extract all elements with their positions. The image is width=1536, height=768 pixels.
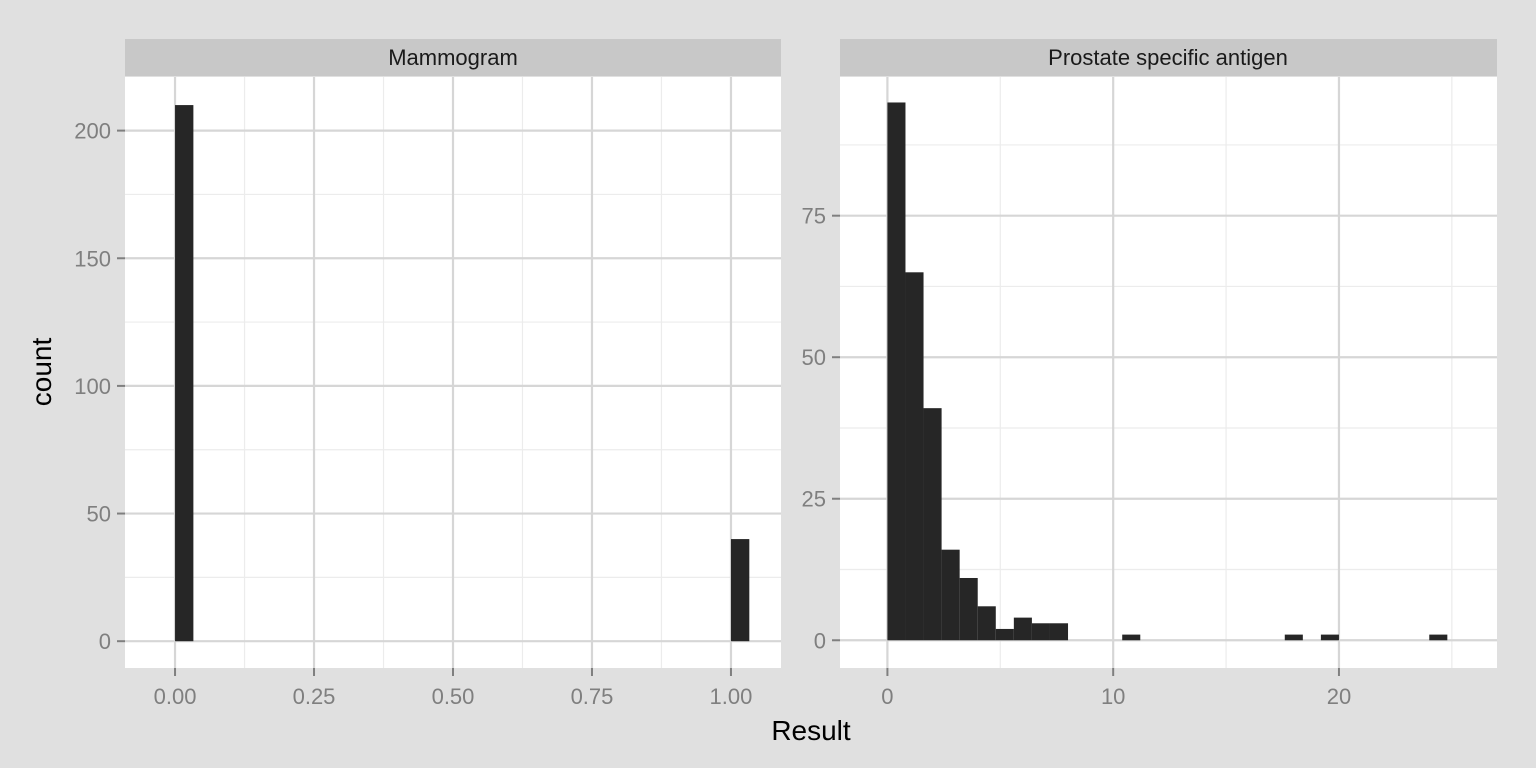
histogram-bar (1320, 634, 1339, 641)
bars-mammogram (175, 105, 750, 642)
y-tick-label: 0 (99, 629, 111, 654)
histogram-bar (175, 105, 194, 642)
x-axis-mammogram: 0.00 0.25 0.50 0.75 1.00 (154, 668, 753, 709)
histogram-bar (887, 102, 906, 641)
histogram-bar (977, 606, 996, 641)
histogram-bar (1122, 634, 1141, 641)
y-tick-label: 200 (74, 119, 111, 144)
x-axis-prostate-specific-antigen: 0 10 20 (881, 668, 1351, 709)
histogram-bar (1284, 634, 1303, 641)
y-tick-label: 75 (802, 204, 826, 229)
y-axis-prostate-specific-antigen: 0 25 50 75 (802, 204, 840, 653)
y-tick-label: 100 (74, 374, 111, 399)
x-tick-label: 0.50 (432, 684, 475, 709)
x-tick-label: 0.25 (293, 684, 336, 709)
y-tick-label: 150 (74, 246, 111, 271)
histogram-bar (1013, 617, 1032, 641)
histogram-bar (959, 577, 978, 641)
y-axis-title: count (26, 338, 57, 407)
histogram-bar (730, 539, 750, 642)
x-tick-label: 0.00 (154, 684, 197, 709)
x-tick-label: 1.00 (710, 684, 753, 709)
histogram-bar (995, 628, 1014, 641)
y-axis-mammogram: 0 50 100 150 200 (74, 119, 125, 654)
histogram-bar (1429, 634, 1448, 641)
histogram-bar (1031, 623, 1050, 641)
histogram-bar (1049, 623, 1069, 641)
panel-mammogram: Mammogram 0 50 100 150 200 0.00 0.25 0.50 0.75 1… (74, 39, 781, 709)
y-tick-label: 25 (802, 487, 826, 512)
x-axis-title: Result (771, 715, 851, 746)
strip-prostate-specific-antigen (840, 39, 1497, 76)
x-tick-label: 0.75 (571, 684, 614, 709)
y-tick-label: 50 (802, 345, 826, 370)
histogram-bar (905, 272, 924, 641)
y-tick-label: 50 (87, 502, 111, 527)
x-tick-label: 20 (1327, 684, 1351, 709)
histogram-bar (923, 408, 942, 641)
bars-prostate-specific-antigen (887, 102, 1448, 641)
histogram-bar (941, 549, 960, 641)
strip-mammogram (125, 39, 781, 76)
strip-label-mammogram: Mammogram (388, 45, 518, 70)
strip-label-prostate-specific-antigen: Prostate specific antigen (1048, 45, 1288, 70)
x-tick-label: 10 (1101, 684, 1125, 709)
x-tick-label: 0 (881, 684, 893, 709)
y-tick-label: 0 (814, 628, 826, 653)
panel-prostate-specific-antigen: Prostate specific antigen 0 25 50 75 0 10 20 (802, 39, 1497, 709)
